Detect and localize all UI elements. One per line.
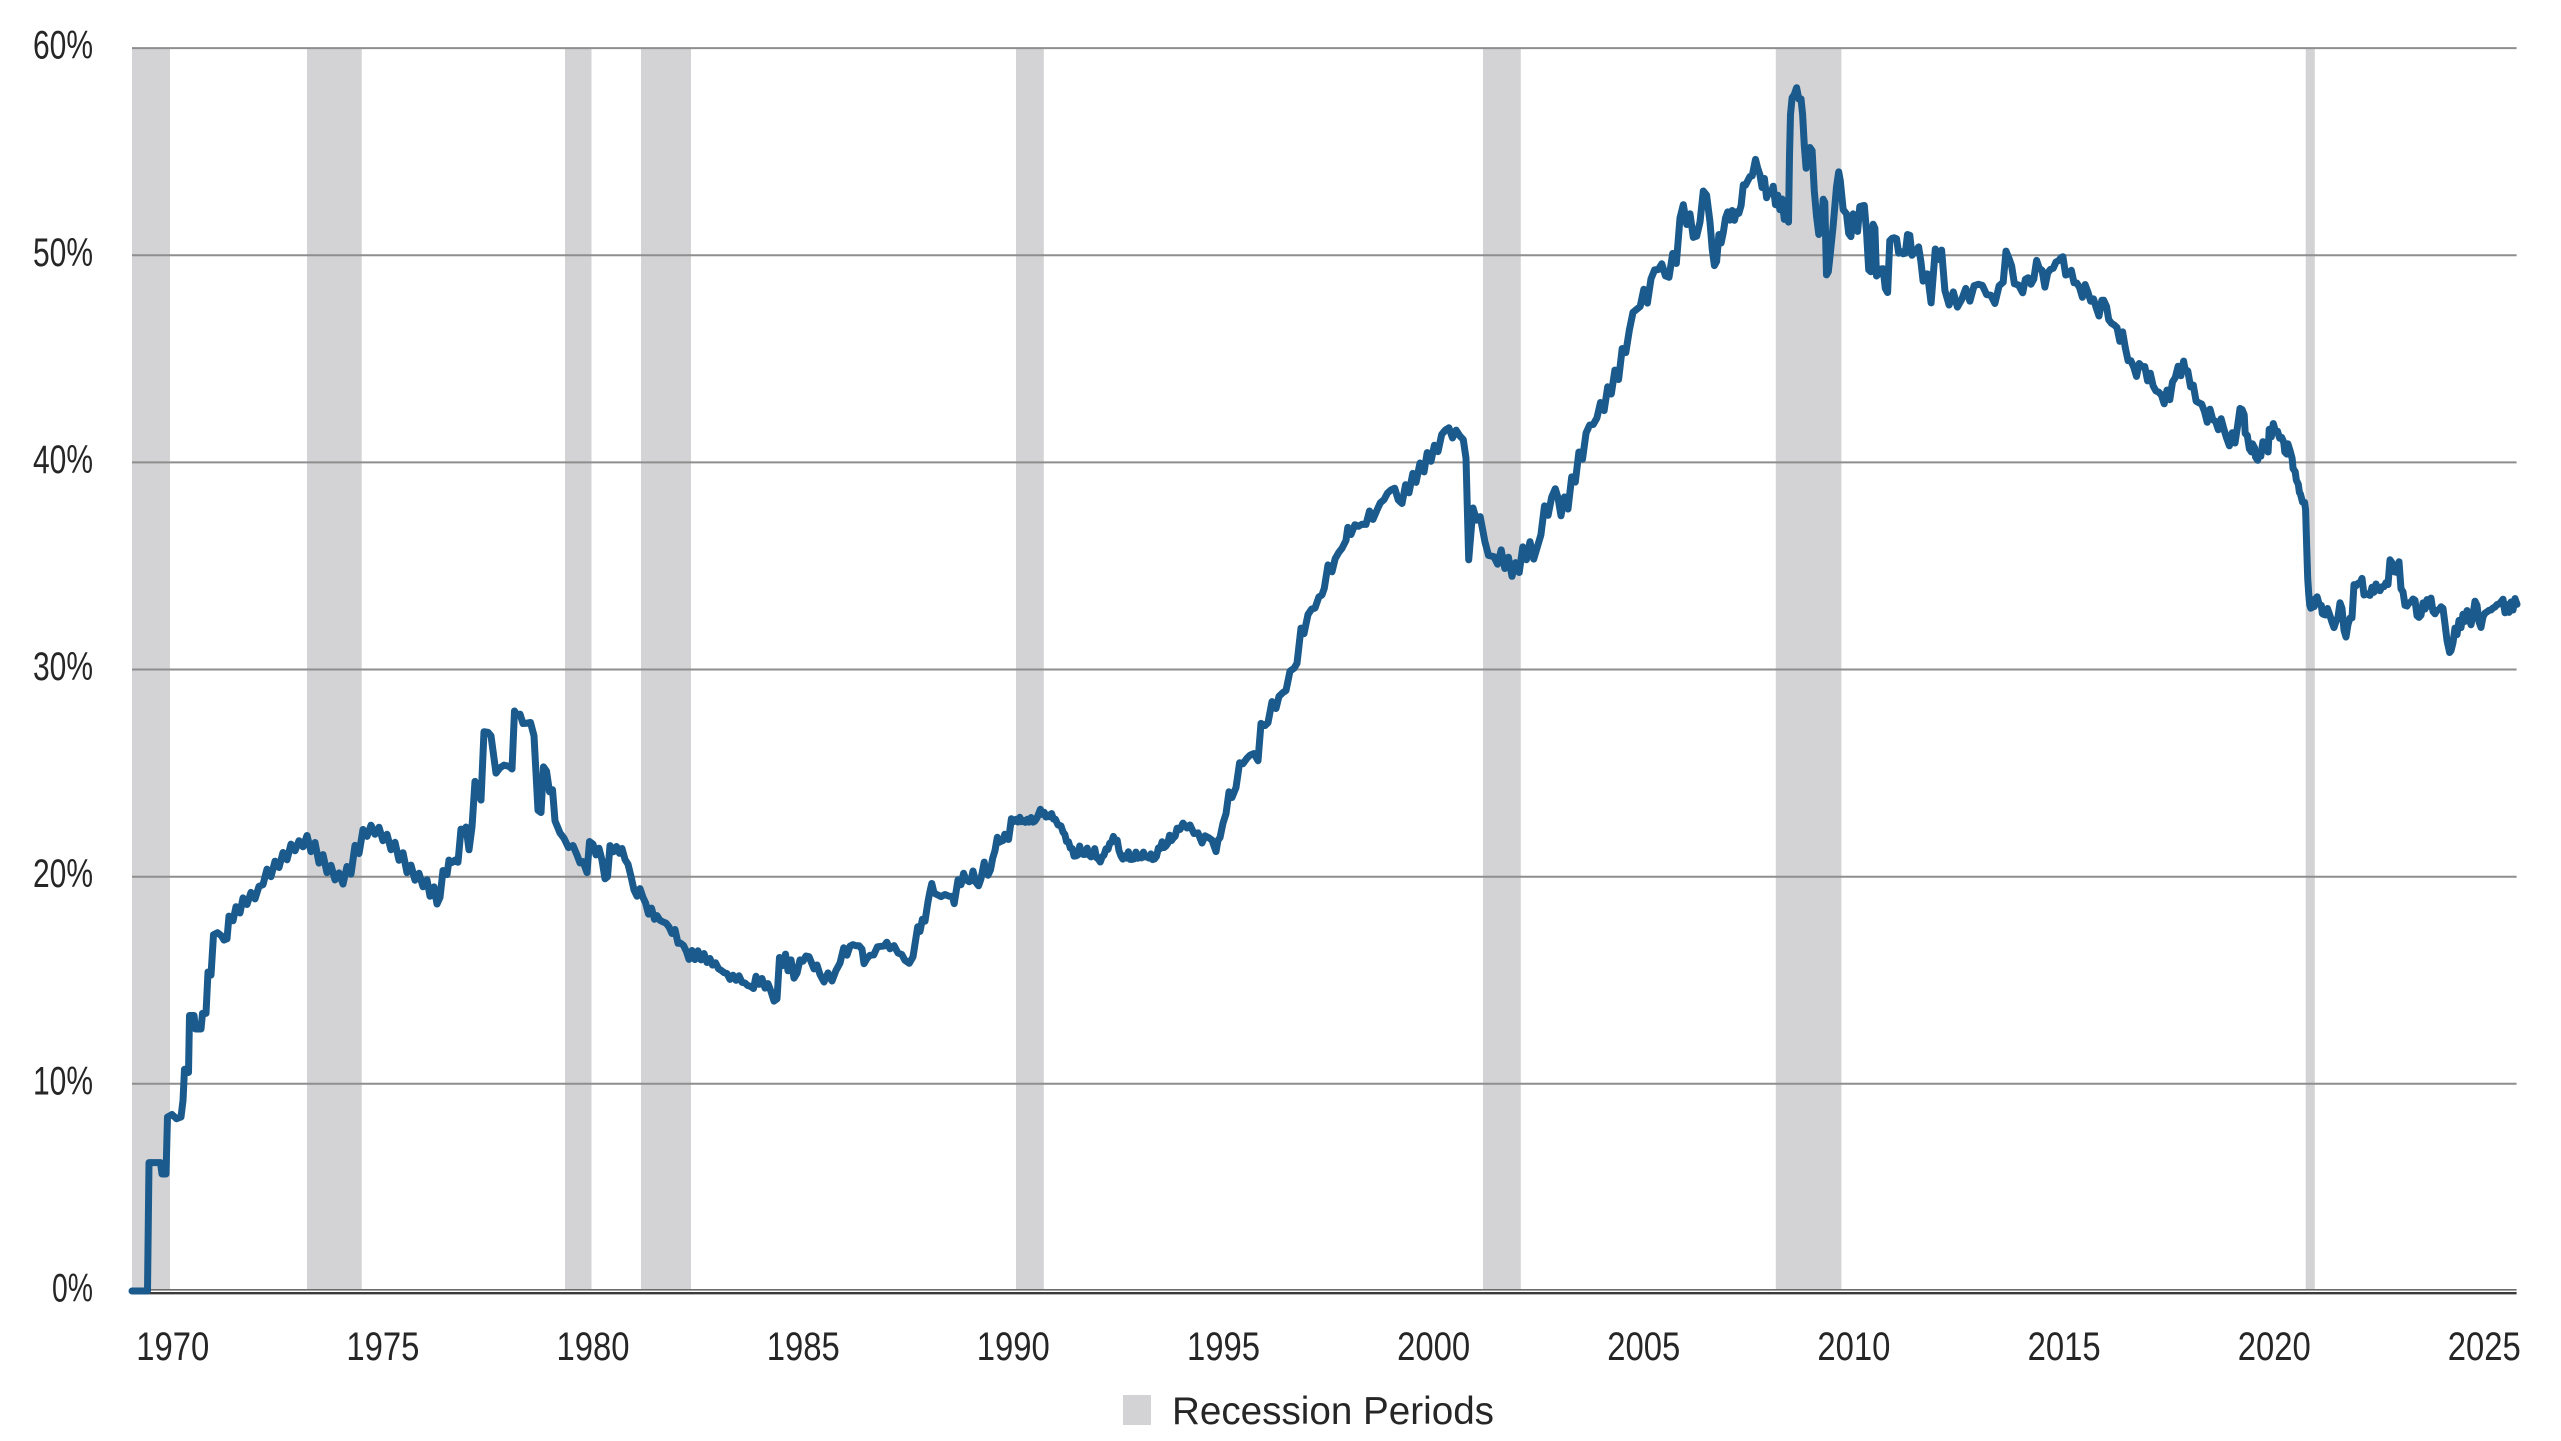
svg-text:30%: 30% bbox=[33, 645, 93, 689]
svg-text:1990: 1990 bbox=[977, 1325, 1050, 1369]
svg-text:0%: 0% bbox=[52, 1267, 93, 1311]
svg-text:2005: 2005 bbox=[1607, 1325, 1680, 1369]
svg-text:1980: 1980 bbox=[557, 1325, 630, 1369]
svg-text:Recession Periods: Recession Periods bbox=[1172, 1390, 1494, 1433]
svg-text:1995: 1995 bbox=[1187, 1325, 1260, 1369]
svg-text:2020: 2020 bbox=[2238, 1325, 2311, 1369]
svg-text:60%: 60% bbox=[33, 24, 93, 68]
svg-text:1975: 1975 bbox=[346, 1325, 419, 1369]
svg-text:50%: 50% bbox=[33, 231, 93, 275]
svg-text:2015: 2015 bbox=[2028, 1325, 2101, 1369]
svg-text:2000: 2000 bbox=[1397, 1325, 1470, 1369]
svg-text:1970: 1970 bbox=[136, 1325, 209, 1369]
svg-text:40%: 40% bbox=[33, 438, 93, 482]
svg-text:10%: 10% bbox=[33, 1059, 93, 1103]
svg-text:2010: 2010 bbox=[1817, 1325, 1890, 1369]
svg-text:2025: 2025 bbox=[2448, 1325, 2521, 1369]
svg-text:20%: 20% bbox=[33, 852, 93, 896]
svg-text:1985: 1985 bbox=[767, 1325, 840, 1369]
